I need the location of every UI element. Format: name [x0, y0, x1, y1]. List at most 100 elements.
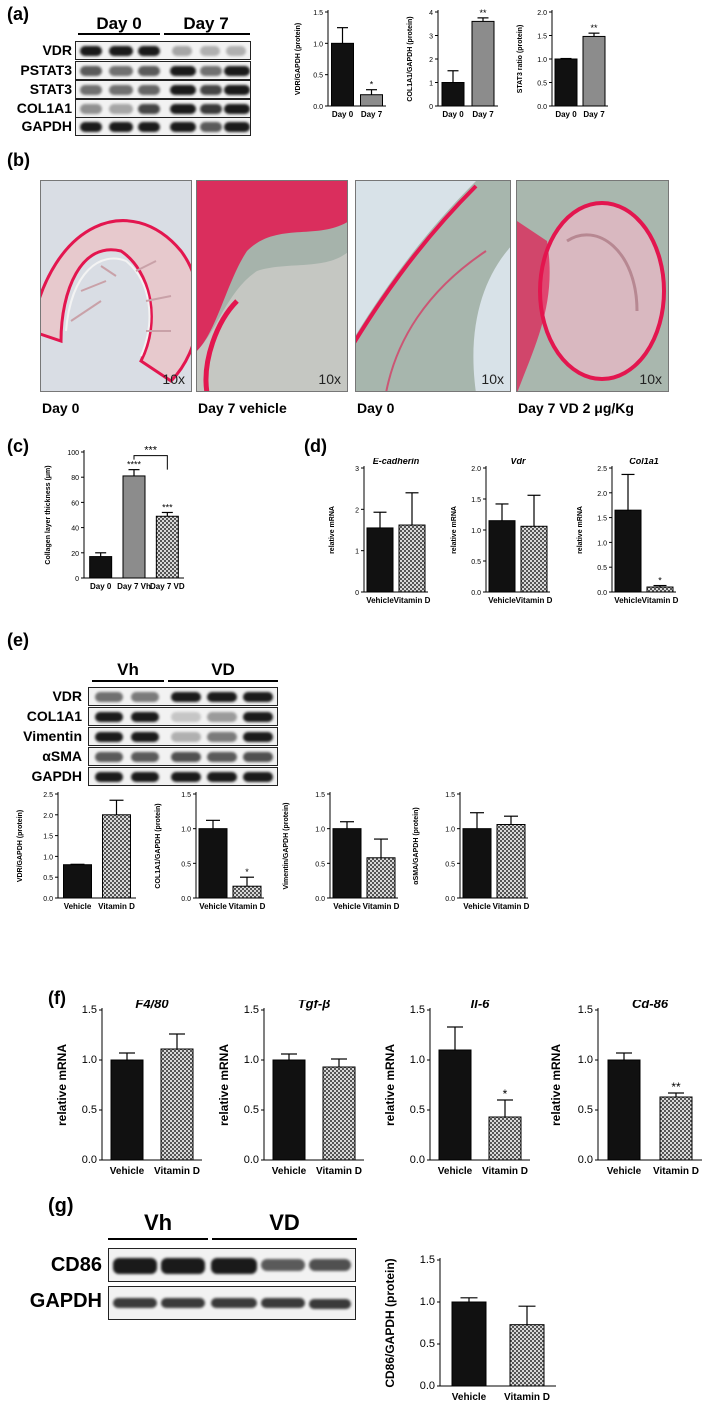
blot-e-group-vd: VD: [211, 660, 235, 679]
x-tick-label: Vitamin D: [504, 1392, 550, 1403]
blot-e-label-col1a1: COL1A1: [26, 708, 82, 724]
blot-e-group-line: [92, 680, 164, 682]
panel-label-g: (g): [48, 1195, 74, 1217]
y-tick-label: 1: [429, 81, 433, 88]
panel-label-f: (f): [48, 988, 66, 1008]
bar-chart-e-col1a1: 0.0 0.5 1.0 1.5 COL1A1/GAPDH (protein) Vehicl…: [155, 792, 266, 911]
y-tick-label: 1.0: [537, 57, 547, 64]
x-tick-label: Vehicle: [614, 596, 642, 605]
bar-chart-d-vdr: 0.0 0.5 1.0 1.5 2.0 relative mRNA Vdr Vehicle Vi…: [451, 458, 553, 605]
blot-a-group-day7: Day 7: [183, 14, 229, 33]
y-tick-label: 2.0: [43, 813, 53, 820]
y-tick-label: 1.0: [244, 1054, 259, 1066]
y-tick-label: 1.5: [43, 834, 53, 841]
significance-label: *: [245, 867, 249, 877]
blot-a-group-line: [78, 33, 160, 35]
y-tick-label: 1.0: [578, 1054, 593, 1066]
y-axis-label: CD86/GAPDH (protein): [383, 1258, 397, 1387]
magnification-label: 10x: [318, 371, 341, 387]
x-tick-label: Vitamin D: [316, 1166, 362, 1177]
blot-e-row-col1a1: [88, 707, 278, 726]
y-tick-label: 1.5: [315, 792, 325, 799]
bar: [198, 828, 228, 899]
blot-e-label-vdr: VDR: [52, 688, 82, 704]
x-tick-label: Vehicle: [438, 1166, 473, 1177]
blot-a-group-day0: Day 0: [96, 14, 142, 33]
y-tick-label: 20: [71, 551, 79, 558]
blot-e-label-asma: αSMA: [42, 748, 82, 764]
bar: [122, 475, 146, 579]
bar-chart-g-cd86: 0.0 0.5 1.0 1.5 CD86/GAPDH (protein) Vehicle V…: [383, 1254, 556, 1403]
x-tick-label: Day 0: [90, 582, 112, 591]
y-tick-label: 0.5: [445, 861, 455, 868]
panel-label-a: (a): [7, 4, 29, 24]
blot-e-row-vdr: [88, 687, 278, 706]
blot-g-group-line: [212, 1238, 357, 1240]
y-axis-label: relative mRNA: [217, 1044, 231, 1126]
micrograph-caption-2: Day 7 vehicle: [198, 400, 287, 416]
y-tick-label: 0.0: [43, 896, 53, 903]
x-tick-label: Vehicle: [199, 902, 227, 911]
significance-label: *: [503, 1087, 508, 1101]
y-tick-label: 2.5: [597, 466, 607, 473]
y-tick-label: 0.5: [82, 1104, 97, 1116]
bar: [462, 828, 492, 899]
y-axis-label: STAT3 ratio (protein): [517, 25, 524, 94]
y-axis-label: Collagen layer thickness (μm): [45, 465, 52, 564]
blot-a-label-vdr: VDR: [42, 42, 72, 58]
x-tick-label: Vehicle: [463, 902, 491, 911]
bar: [496, 824, 526, 899]
y-axis-label: relative mRNA: [549, 1044, 563, 1126]
significance-label: *: [370, 80, 374, 90]
x-tick-label: Vitamin D: [363, 902, 400, 911]
x-tick-label: Day 7: [583, 110, 605, 119]
bar-chart-e-vdr: 0.0 0.5 1.0 1.5 2.0 2.5 VDR/GAPDH (protein) Veh…: [17, 792, 136, 911]
bar: [232, 885, 262, 899]
micrograph-day7-vehicle-image: [197, 181, 347, 391]
bar: [102, 814, 131, 899]
blot-g-group-vd: VD: [269, 1210, 300, 1235]
blot-a-row-col1a1: [75, 99, 251, 118]
significance-label: **: [590, 23, 598, 33]
y-axis-label: VDR/GAPDH (protein): [17, 810, 24, 882]
y-tick-label: 1.0: [313, 41, 323, 48]
significance-label: ****: [127, 460, 142, 470]
y-tick-label: 1: [355, 549, 359, 556]
y-tick-label: 1.0: [181, 827, 191, 834]
bar: [110, 1059, 144, 1161]
y-axis-label: VDR/GAPDH (protein): [295, 23, 302, 95]
y-tick-label: 1.5: [445, 792, 455, 799]
y-tick-label: 2: [355, 507, 359, 514]
y-tick-label: 1.0: [43, 854, 53, 861]
bar-chart-a-col1a1: 0 1 2 3 4 COL1A1/GAPDH (protein) Day 0 ** Day 7: [407, 8, 498, 119]
y-tick-label: 0.5: [597, 565, 607, 572]
bar: [451, 1301, 487, 1387]
bar: [332, 828, 362, 899]
y-tick-label: 0.5: [410, 1104, 425, 1116]
x-tick-label: Day 0: [332, 110, 354, 119]
blot-g-group-vh: Vh: [143, 1210, 173, 1235]
blot-g-row-cd86: [108, 1248, 356, 1282]
y-tick-label: 1.5: [181, 792, 191, 799]
bar-chart-f-tgfb: 0.0 0.5 1.0 1.5 relative mRNA Tgf-β Vehicle Vit…: [217, 1000, 364, 1177]
y-tick-label: 2.0: [597, 491, 607, 498]
micrograph-day0-a: 10x: [40, 180, 192, 392]
y-axis-label: relative mRNA: [577, 506, 584, 554]
micrograph-caption-1: Day 0: [42, 400, 80, 416]
y-tick-label: 0.5: [420, 1338, 435, 1350]
y-tick-label: 0: [355, 590, 359, 597]
significance-label: **: [479, 8, 487, 18]
bar-chart-a-vdr: 0.0 0.5 1.0 1.5 VDR/GAPDH (protein) Day 0 * Day…: [295, 10, 386, 119]
y-tick-label: 1.0: [445, 827, 455, 834]
y-tick-label: 1.5: [313, 10, 323, 17]
chart-title: Cd-86: [632, 1000, 669, 1011]
blot-e-row-vimentin: [88, 727, 278, 746]
blot-a-label-gapdh: GAPDH: [21, 118, 72, 134]
y-axis-label: relative mRNA: [329, 506, 336, 554]
bar-chart-e-asma: 0.0 0.5 1.0 1.5 αSMA/GAPDH (protein) Vehicle V…: [413, 792, 530, 911]
blot-a-row-vdr: [75, 41, 251, 60]
bar-chart-f-cd86: 0.0 0.5 1.0 1.5 relative mRNA Cd-86 Vehicle ** V…: [549, 1000, 702, 1177]
magnification-label: 10x: [162, 371, 185, 387]
blot-a-group-line: [164, 33, 250, 35]
